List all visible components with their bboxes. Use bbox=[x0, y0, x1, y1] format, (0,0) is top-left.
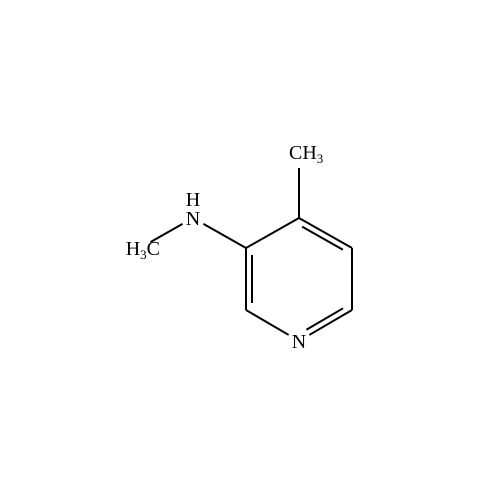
bond-c2-c3-inner bbox=[302, 227, 343, 250]
bond-c4-n_ring bbox=[309, 310, 352, 335]
bond-n_ring-c6 bbox=[246, 310, 289, 335]
bond-c1-n_amine bbox=[203, 224, 246, 248]
atom-n-ring: N bbox=[292, 331, 306, 353]
atom-ch3-left: H3C bbox=[126, 238, 160, 262]
molecule-svg: NNHH3CCH3 bbox=[0, 0, 500, 500]
atom-n-amine: N bbox=[186, 208, 200, 230]
bond-c1-c2 bbox=[246, 218, 299, 248]
atom-ch3-top: CH3 bbox=[289, 142, 323, 166]
atom-n-amine-h: H bbox=[186, 189, 200, 211]
bond-c2-c3 bbox=[299, 218, 352, 248]
